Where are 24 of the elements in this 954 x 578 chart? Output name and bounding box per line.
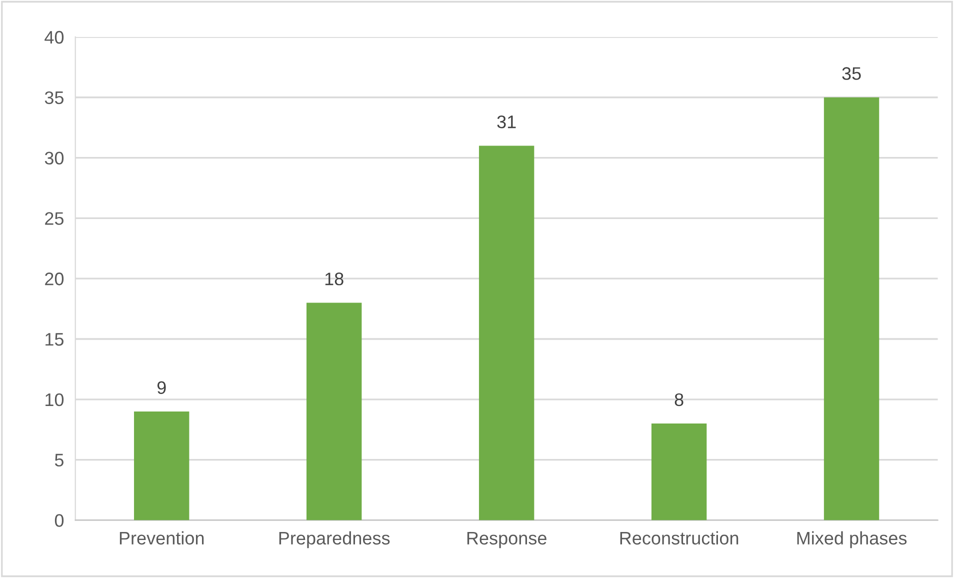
bar [306,302,362,520]
y-tick-label: 25 [45,212,64,225]
y-tick-label: 15 [46,333,64,346]
y-tick-label: 10 [46,393,64,406]
x-tick-label: Reconstruction [620,531,738,545]
bar [651,424,707,520]
y-tick-label: 0 [54,514,64,527]
x-tick-label: Mixed phases [797,531,907,548]
x-tick-label: Preparedness [279,531,390,548]
data-label: 18 [325,272,344,286]
y-tick-label: 35 [44,91,64,104]
y-tick-label: 30 [44,152,64,165]
data-label: 9 [157,381,166,394]
bar [134,411,190,520]
y-tick-label: 40 [44,30,64,44]
bar [478,146,534,520]
x-tick-label: Prevention [120,531,204,545]
data-label: 31 [497,115,516,128]
y-tick-label: 5 [54,454,64,467]
y-tick-label: 20 [45,272,64,286]
x-tick-label: Response [467,532,546,548]
bar [824,97,880,520]
data-label: 8 [674,393,684,406]
data-label: 35 [842,67,861,80]
